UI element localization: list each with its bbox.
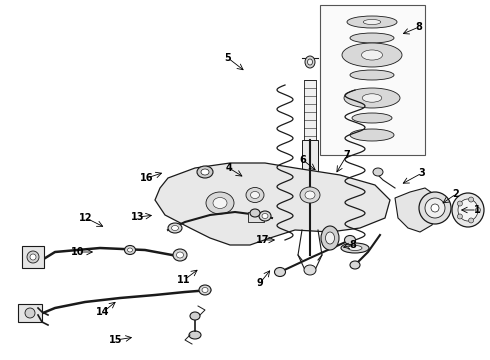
Text: 13: 13	[131, 212, 145, 222]
Text: 5: 5	[224, 53, 231, 63]
Text: 7: 7	[343, 150, 350, 160]
Bar	[320, 5, 425, 155]
Ellipse shape	[168, 223, 182, 233]
Text: 1: 1	[474, 205, 480, 215]
Text: 3: 3	[418, 168, 425, 178]
Ellipse shape	[274, 267, 286, 276]
Ellipse shape	[341, 243, 369, 253]
Circle shape	[30, 254, 36, 260]
Ellipse shape	[201, 169, 209, 175]
Bar	[18, 304, 42, 322]
Ellipse shape	[246, 188, 264, 202]
Ellipse shape	[176, 252, 183, 258]
Ellipse shape	[321, 226, 339, 250]
Text: 2: 2	[453, 189, 460, 199]
Ellipse shape	[350, 33, 394, 43]
Polygon shape	[395, 188, 438, 232]
Text: 11: 11	[177, 275, 191, 285]
Ellipse shape	[250, 209, 260, 217]
Ellipse shape	[363, 19, 381, 24]
Ellipse shape	[259, 211, 271, 221]
Ellipse shape	[362, 50, 383, 60]
Ellipse shape	[190, 312, 200, 320]
Ellipse shape	[373, 168, 383, 176]
Text: 16: 16	[140, 173, 154, 183]
Circle shape	[468, 218, 474, 223]
Ellipse shape	[197, 166, 213, 178]
Ellipse shape	[300, 187, 320, 203]
Text: 15: 15	[109, 335, 123, 345]
Ellipse shape	[452, 193, 484, 227]
Ellipse shape	[344, 235, 356, 244]
Ellipse shape	[173, 249, 187, 261]
Ellipse shape	[325, 232, 335, 244]
Ellipse shape	[348, 246, 362, 251]
Circle shape	[25, 308, 35, 318]
Circle shape	[468, 197, 474, 202]
Ellipse shape	[189, 331, 201, 339]
Bar	[22, 246, 44, 268]
Ellipse shape	[305, 191, 315, 199]
Ellipse shape	[213, 198, 227, 208]
Bar	[248, 212, 264, 222]
Text: 10: 10	[71, 247, 85, 257]
Circle shape	[27, 251, 39, 263]
Text: 6: 6	[299, 155, 306, 165]
Ellipse shape	[250, 192, 260, 198]
Ellipse shape	[419, 192, 451, 224]
Text: 14: 14	[96, 307, 110, 317]
Ellipse shape	[425, 198, 445, 218]
Ellipse shape	[347, 16, 397, 28]
Ellipse shape	[127, 248, 132, 252]
Ellipse shape	[344, 88, 400, 108]
Ellipse shape	[172, 225, 178, 230]
Text: 12: 12	[79, 213, 93, 223]
Text: 9: 9	[257, 278, 264, 288]
Ellipse shape	[206, 192, 234, 214]
Bar	[302, 140, 318, 230]
Circle shape	[475, 207, 481, 212]
Ellipse shape	[350, 129, 394, 141]
Ellipse shape	[362, 94, 382, 102]
Ellipse shape	[458, 199, 478, 221]
Text: 8: 8	[349, 240, 356, 250]
Ellipse shape	[202, 288, 208, 292]
Ellipse shape	[431, 204, 439, 212]
Text: 17: 17	[256, 235, 270, 245]
Text: 8: 8	[416, 22, 422, 32]
Ellipse shape	[124, 246, 136, 255]
Ellipse shape	[352, 113, 392, 123]
Circle shape	[457, 214, 463, 219]
Ellipse shape	[199, 285, 211, 295]
Text: 4: 4	[225, 163, 232, 173]
Polygon shape	[155, 163, 390, 245]
Ellipse shape	[305, 56, 315, 68]
Bar	[304, 80, 316, 140]
Ellipse shape	[350, 261, 360, 269]
Ellipse shape	[342, 43, 402, 67]
Ellipse shape	[350, 70, 394, 80]
Circle shape	[457, 201, 463, 206]
Ellipse shape	[262, 213, 268, 219]
Ellipse shape	[308, 59, 313, 65]
Ellipse shape	[304, 265, 316, 275]
